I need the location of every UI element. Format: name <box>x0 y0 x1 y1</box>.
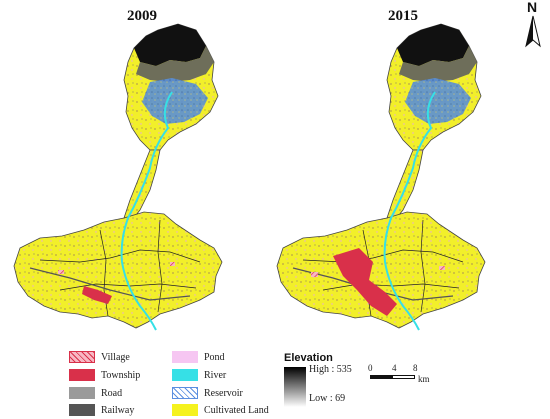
legend-swatch <box>172 351 198 363</box>
village-patch <box>58 270 64 274</box>
scale-bar-segment-light <box>392 375 415 379</box>
legend-swatch <box>172 387 198 399</box>
elevation-high-label: High : 535 <box>309 364 352 375</box>
north-label: N <box>527 0 538 15</box>
maps-svg <box>13 23 486 331</box>
north-arrow-icon <box>525 15 541 48</box>
legend-swatch <box>69 404 95 416</box>
legend-item-road: Road <box>69 387 122 399</box>
legend-swatch <box>172 404 198 416</box>
legend-item-pond: Pond <box>172 351 225 363</box>
elevation-low-label: Low : 69 <box>309 393 346 404</box>
legend-item-railway: Railway <box>69 404 134 416</box>
village-patch <box>170 262 175 266</box>
legend-swatch <box>69 369 95 381</box>
elevation-title: Elevation <box>284 352 333 364</box>
scale-tick-8: 8 <box>413 363 418 373</box>
map-2009 <box>13 23 223 331</box>
legend-label: Village <box>101 351 130 363</box>
map-title-2009: 2009 <box>127 8 157 24</box>
scale-tick-0: 0 <box>368 363 373 373</box>
village-patch <box>311 272 318 277</box>
legend-label: Township <box>101 369 141 381</box>
legend-item-township: Township <box>69 369 140 381</box>
village-patch <box>439 266 445 270</box>
legend-swatch <box>69 351 95 363</box>
township-area-2015 <box>333 248 397 316</box>
scale-bar-segment-dark <box>370 375 392 379</box>
elevation-ramp <box>284 367 306 407</box>
legend-label: Reservoir <box>204 387 243 399</box>
township-area-2009 <box>82 286 112 304</box>
legend-item-village: Village <box>69 351 130 363</box>
legend-item-river: River <box>172 369 226 381</box>
legend-item-cultivated-land: Cultivated Land <box>172 404 269 416</box>
legend-item-reservoir: Reservoir <box>172 387 243 399</box>
scale-unit: km <box>418 374 430 384</box>
legend-label: River <box>204 369 227 381</box>
scale-tick-4: 4 <box>392 363 397 373</box>
legend-swatch <box>172 369 198 381</box>
map-2015 <box>276 23 486 331</box>
legend-label: Railway <box>101 404 135 416</box>
legend-label: Pond <box>204 351 225 363</box>
legend-label: Cultivated Land <box>204 404 269 416</box>
legend-label: Road <box>101 387 123 399</box>
legend-swatch <box>69 387 95 399</box>
map-title-2015: 2015 <box>388 8 418 24</box>
